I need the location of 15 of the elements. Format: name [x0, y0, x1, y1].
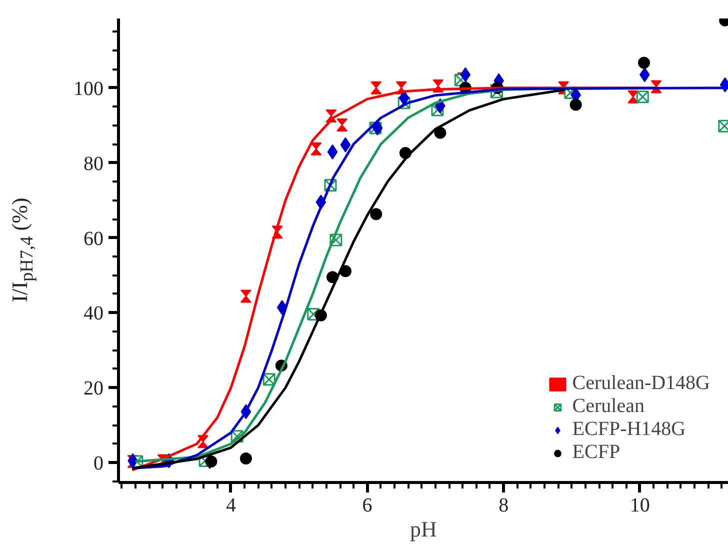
- x-tick-label: 10: [630, 494, 650, 516]
- x-tick-label: 8: [498, 494, 509, 516]
- x-axis-title: pH: [410, 516, 438, 542]
- x-tick-label: 6: [362, 494, 372, 516]
- legend-label: Cerulean: [572, 395, 644, 418]
- x-tick-label: 4: [226, 494, 236, 516]
- y-tick-label: 80: [84, 152, 104, 175]
- legend-label: ECFP-H148G: [572, 418, 686, 441]
- y-tick-label: 40: [84, 302, 104, 325]
- y-tick-label: 60: [84, 228, 104, 250]
- legend-label: ECFP: [572, 441, 620, 464]
- legend-label: Cerulean-D148G: [572, 372, 710, 395]
- y-tick-label: 0: [94, 452, 104, 475]
- y-tick-label: 100: [74, 78, 104, 100]
- y-tick-label: 20: [84, 378, 104, 400]
